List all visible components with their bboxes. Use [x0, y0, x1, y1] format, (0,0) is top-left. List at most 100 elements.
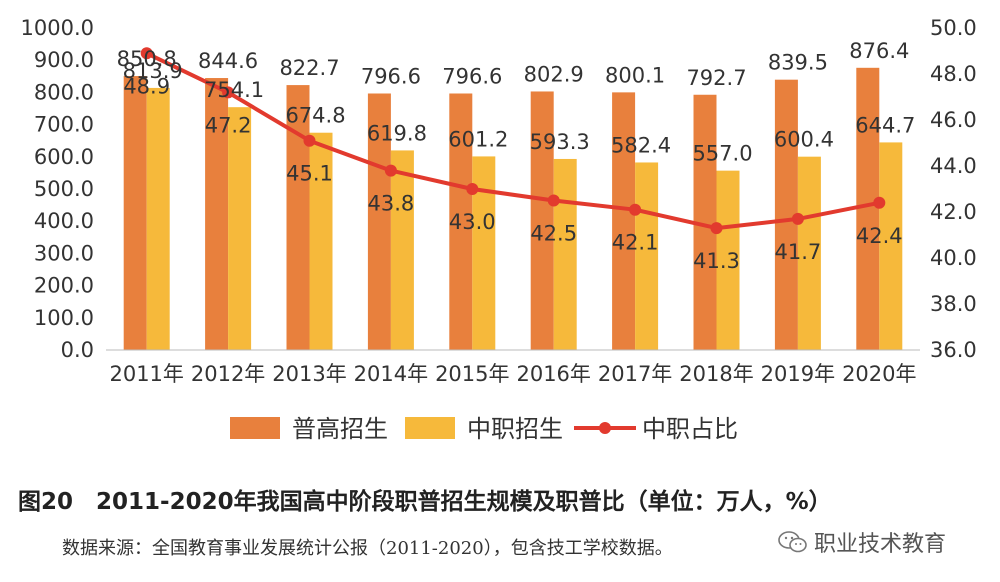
general-value-label: 850.8: [117, 47, 177, 71]
general-value-label: 800.1: [605, 63, 665, 87]
legend: 普高招生 中职招生 中职占比: [230, 415, 738, 443]
vocational-value-label: 674.8: [285, 104, 345, 128]
x-tick-label: 2014年: [354, 362, 428, 386]
y-left-tick-label: 500.0: [34, 177, 94, 201]
vocational-value-label: 593.3: [530, 130, 590, 154]
ratio-point: [710, 222, 723, 235]
bar-vocational: [553, 158, 577, 350]
general-value-label: 796.6: [442, 64, 502, 88]
bar-vocational: [635, 162, 659, 350]
vocational-value-label: 557.0: [692, 142, 752, 166]
data-source: 数据来源：全国教育事业发展统计公报（2011-2020），包含技工学校数据。: [62, 538, 673, 559]
x-tick-label: 2011年: [109, 362, 183, 386]
vocational-value-label: 619.8: [367, 121, 427, 145]
x-tick-label: 2015年: [435, 362, 509, 386]
ratio-value-label: 47.2: [205, 113, 252, 137]
legend-marker: [599, 422, 611, 434]
bar-general: [205, 78, 229, 350]
ratio-value-label: 45.1: [286, 162, 333, 186]
y-right-tick-label: 40.0: [930, 246, 977, 270]
y-right-tick-label: 38.0: [930, 292, 977, 316]
line-series: [140, 47, 886, 235]
bar-vocational: [390, 150, 414, 350]
bar-general: [856, 67, 880, 351]
y-left-tick-label: 400.0: [34, 209, 94, 233]
wechat-icon: [778, 531, 807, 553]
x-tick-label: 2019年: [761, 362, 835, 386]
legend-swatch: [405, 417, 455, 439]
ratio-point: [466, 183, 479, 195]
x-tick-label: 2013年: [272, 362, 346, 386]
x-axis: 2011年 2012年 2013年 2014年 2015年 2016年 2017年 2018年…: [106, 349, 920, 386]
y-left-tick-label: 700.0: [34, 113, 94, 137]
vocational-value-label: 813.9: [123, 59, 183, 83]
watermark-text: 职业技术教育: [814, 532, 947, 557]
ratio-point: [791, 212, 804, 225]
watermark: 职业技术教育: [778, 526, 946, 558]
y-left-tick-label: 1000.0: [21, 16, 94, 40]
ratio-point: [873, 196, 886, 209]
bars: [123, 67, 903, 351]
y-right-tick-label: 48.0: [930, 62, 977, 86]
y-left-axis: 0.0 100.0 200.0 300.0 400.0 500.0 600.0 700.0 80…: [21, 16, 94, 362]
legend-label: 普高招生: [292, 415, 388, 443]
ratio-point: [303, 134, 316, 147]
general-value-label: 802.9: [524, 62, 584, 86]
y-right-tick-label: 36.0: [930, 338, 977, 362]
bar-vocational: [228, 107, 252, 350]
bar-vocational: [309, 132, 333, 350]
bar-vocational: [879, 142, 903, 350]
x-tick-label: 2017年: [598, 362, 672, 386]
y-left-tick-label: 800.0: [34, 80, 94, 104]
y-left-tick-label: 200.0: [34, 274, 94, 298]
ratio-value-label: 42.1: [612, 231, 659, 255]
general-value-label: 796.6: [361, 64, 421, 88]
general-value-label: 876.4: [849, 39, 909, 63]
ratio-value-label: 43.8: [368, 192, 415, 216]
y-right-tick-label: 50.0: [930, 16, 977, 40]
legend-label: 中职占比: [642, 415, 738, 443]
x-tick-label: 2012年: [191, 362, 265, 386]
y-left-tick-label: 0.0: [61, 338, 94, 362]
vocational-value-label: 601.2: [448, 127, 508, 151]
bar-general: [612, 92, 636, 350]
ratio-value-label: 43.0: [449, 210, 496, 234]
y-right-axis: 36.0 38.0 40.0 42.0 44.0 46.0 48.0 50.0: [930, 16, 977, 362]
bar-general: [123, 76, 147, 351]
ratio-value-label: 42.4: [856, 224, 903, 248]
x-tick-label: 2016年: [516, 362, 590, 386]
vocational-value-label: 600.4: [774, 128, 834, 152]
legend-label: 中职招生: [467, 415, 563, 443]
data-labels: 850.8 844.6 822.7 796.6 796.6 802.9 800.1 792.7…: [117, 39, 916, 273]
y-left-tick-label: 900.0: [34, 48, 94, 72]
ratio-point: [222, 86, 235, 99]
bar-general: [286, 85, 310, 350]
y-left-tick-label: 600.0: [34, 145, 94, 169]
bar-general: [367, 93, 391, 350]
ratio-point: [629, 203, 642, 216]
ratio-line: [145, 51, 880, 231]
bar-vocational: [472, 156, 496, 350]
bar-general: [530, 91, 554, 351]
y-right-tick-label: 42.0: [930, 200, 977, 224]
y-left-tick-label: 300.0: [34, 241, 94, 265]
ratio-value-label: 41.7: [775, 240, 822, 264]
chart: 0.0 100.0 200.0 300.0 400.0 500.0 600.0 700.0 80…: [21, 16, 977, 443]
general-value-label: 792.7: [686, 66, 746, 90]
bar-vocational: [716, 170, 740, 350]
general-value-label: 844.6: [198, 49, 258, 73]
y-right-tick-label: 44.0: [930, 154, 977, 178]
bar-general: [774, 79, 798, 350]
x-tick-label: 2018年: [679, 362, 753, 386]
ratio-point: [384, 164, 397, 177]
figure-caption: 图20 2011-2020年我国高中阶段职普招生规模及职普比（单位：万人，%）: [18, 489, 832, 515]
vocational-value-label: 754.1: [204, 78, 264, 102]
ratio-value-label: 42.5: [530, 222, 577, 246]
y-right-tick-label: 46.0: [930, 108, 977, 132]
legend-swatch: [230, 417, 280, 439]
ratio-point: [140, 47, 153, 60]
y-left-tick-label: 100.0: [34, 306, 94, 330]
ratio-value-label: 48.9: [123, 74, 170, 98]
bar-general: [449, 93, 473, 350]
bar-vocational: [797, 156, 821, 350]
